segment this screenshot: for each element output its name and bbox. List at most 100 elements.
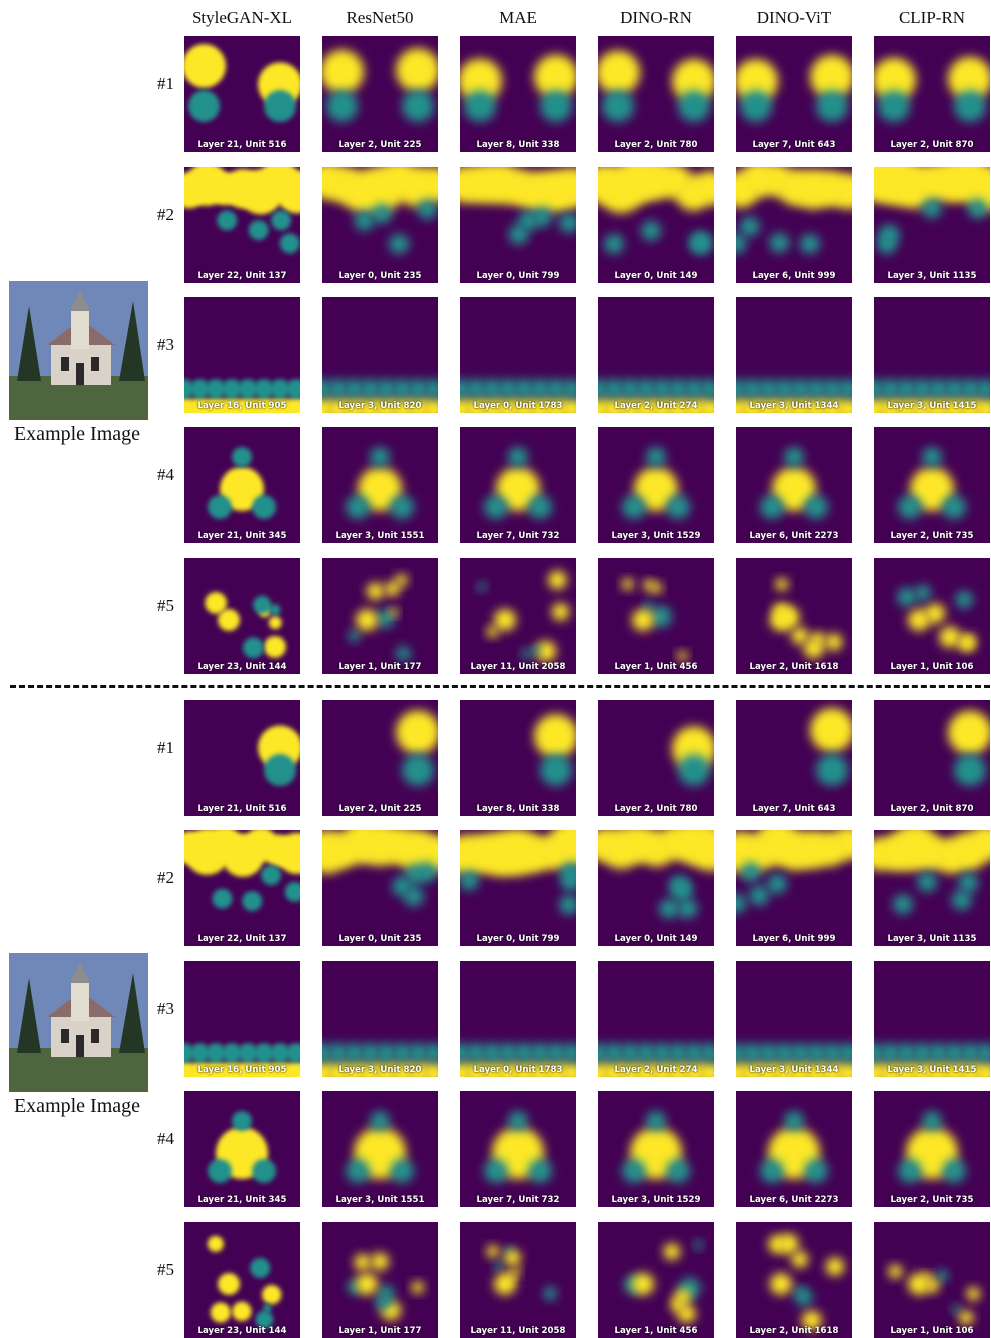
heatmap-tile: Layer 1, Unit 456 [598, 1222, 714, 1338]
activation-heatmap [460, 830, 576, 946]
tile-label: Layer 7, Unit 732 [476, 1195, 560, 1205]
activation-heatmap [184, 1222, 300, 1338]
tile-label: Layer 8, Unit 338 [476, 804, 560, 814]
tile-label: Layer 23, Unit 144 [197, 662, 287, 672]
heatmap-tile: Layer 3, Unit 1551 [322, 427, 438, 543]
tile-label: Layer 3, Unit 1344 [749, 401, 839, 411]
activation-heatmap [874, 167, 990, 283]
tile-label: Layer 2, Unit 870 [890, 804, 974, 814]
activation-heatmap [598, 1091, 714, 1207]
heatmap-tile: Layer 2, Unit 870 [874, 700, 990, 816]
heatmap-tile: Layer 3, Unit 1529 [598, 1091, 714, 1207]
tile-label: Layer 0, Unit 1783 [473, 1065, 563, 1075]
tile-label: Layer 3, Unit 1529 [611, 1195, 701, 1205]
activation-heatmap [874, 558, 990, 674]
activation-heatmap [736, 1222, 852, 1338]
heatmap-tile: Layer 2, Unit 735 [874, 1091, 990, 1207]
heatmap-tile: Layer 22, Unit 137 [184, 830, 300, 946]
row-label: #4 [157, 465, 174, 484]
heatmap-tile: Layer 21, Unit 345 [184, 1091, 300, 1207]
activation-heatmap [598, 1222, 714, 1338]
activation-heatmap [184, 1091, 300, 1207]
activation-heatmap [322, 700, 438, 816]
tile-label: Layer 7, Unit 732 [476, 531, 560, 541]
heatmap-tile: Layer 3, Unit 1135 [874, 167, 990, 283]
tile-label: Layer 21, Unit 516 [197, 804, 287, 814]
tile-label: Layer 2, Unit 274 [614, 401, 698, 411]
column-header: ResNet50 [346, 8, 414, 27]
activation-heatmap [184, 961, 300, 1077]
activation-heatmap [874, 1222, 990, 1338]
heatmap-tile: Layer 7, Unit 643 [736, 36, 852, 152]
example-image [9, 281, 148, 420]
tile-label: Layer 1, Unit 177 [338, 662, 422, 672]
tile-label: Layer 2, Unit 780 [614, 804, 698, 814]
heatmap-tile: Layer 21, Unit 516 [184, 700, 300, 816]
tile-label: Layer 23, Unit 144 [197, 1326, 287, 1336]
activation-heatmap [736, 961, 852, 1077]
tile-label: Layer 1, Unit 456 [614, 662, 698, 672]
heatmap-tile: Layer 0, Unit 149 [598, 167, 714, 283]
heatmap-tile: Layer 2, Unit 1618 [736, 558, 852, 674]
activation-heatmap [184, 167, 300, 283]
activation-heatmap [874, 961, 990, 1077]
activation-heatmap [598, 558, 714, 674]
activation-heatmap [736, 167, 852, 283]
tile-label: Layer 6, Unit 2273 [749, 531, 839, 541]
activation-heatmap [874, 427, 990, 543]
tile-label: Layer 6, Unit 999 [752, 271, 836, 281]
heatmap-tile: Layer 0, Unit 799 [460, 830, 576, 946]
activation-heatmap [460, 1222, 576, 1338]
activation-heatmap [184, 297, 300, 413]
activation-heatmap [322, 830, 438, 946]
tile-label: Layer 0, Unit 149 [614, 934, 698, 944]
heatmap-tile: Layer 6, Unit 2273 [736, 1091, 852, 1207]
heatmap-tile: Layer 3, Unit 1344 [736, 297, 852, 413]
tile-label: Layer 2, Unit 225 [338, 804, 422, 814]
activation-heatmap [322, 558, 438, 674]
tile-label: Layer 1, Unit 106 [890, 662, 974, 672]
heatmap-tile: Layer 1, Unit 177 [322, 1222, 438, 1338]
tile-label: Layer 1, Unit 106 [890, 1326, 974, 1336]
heatmap-tile: Layer 2, Unit 274 [598, 297, 714, 413]
tile-label: Layer 0, Unit 1783 [473, 401, 563, 411]
heatmap-tile: Layer 3, Unit 820 [322, 297, 438, 413]
activation-heatmap [184, 830, 300, 946]
tile-label: Layer 2, Unit 1618 [749, 1326, 839, 1336]
tile-label: Layer 0, Unit 799 [476, 934, 560, 944]
heatmap-tile: Layer 2, Unit 735 [874, 427, 990, 543]
activation-heatmap [460, 167, 576, 283]
heatmap-tile: Layer 3, Unit 1415 [874, 961, 990, 1077]
tile-label: Layer 3, Unit 1415 [887, 401, 977, 411]
tile-label: Layer 2, Unit 735 [890, 531, 974, 541]
tile-label: Layer 3, Unit 1529 [611, 531, 701, 541]
heatmap-tile: Layer 1, Unit 456 [598, 558, 714, 674]
tile-label: Layer 7, Unit 643 [752, 804, 836, 814]
activation-heatmap [322, 1222, 438, 1338]
heatmap-tile: Layer 2, Unit 780 [598, 36, 714, 152]
tile-label: Layer 3, Unit 1135 [887, 271, 977, 281]
column-header: MAE [499, 8, 537, 27]
example-caption: Example Image [13, 1095, 141, 1117]
tile-label: Layer 6, Unit 2273 [749, 1195, 839, 1205]
tile-label: Layer 3, Unit 1551 [335, 1195, 425, 1205]
row-label: #1 [157, 738, 174, 757]
heatmap-tile: Layer 7, Unit 732 [460, 427, 576, 543]
row-label: #3 [157, 335, 174, 354]
tile-label: Layer 2, Unit 735 [890, 1195, 974, 1205]
tile-label: Layer 6, Unit 999 [752, 934, 836, 944]
activation-heatmap [598, 167, 714, 283]
activation-heatmap [598, 830, 714, 946]
tile-label: Layer 21, Unit 345 [197, 531, 287, 541]
heatmap-tile: Layer 0, Unit 799 [460, 167, 576, 283]
heatmap-tile: Layer 3, Unit 1344 [736, 961, 852, 1077]
example-image [9, 953, 148, 1092]
activation-heatmap [322, 36, 438, 152]
column-header: DINO-RN [620, 8, 692, 27]
activation-heatmap [460, 961, 576, 1077]
activation-heatmap [184, 558, 300, 674]
tile-label: Layer 0, Unit 235 [338, 934, 422, 944]
heatmap-tile: Layer 0, Unit 149 [598, 830, 714, 946]
heatmap-tile: Layer 1, Unit 106 [874, 558, 990, 674]
heatmap-tile: Layer 6, Unit 2273 [736, 427, 852, 543]
